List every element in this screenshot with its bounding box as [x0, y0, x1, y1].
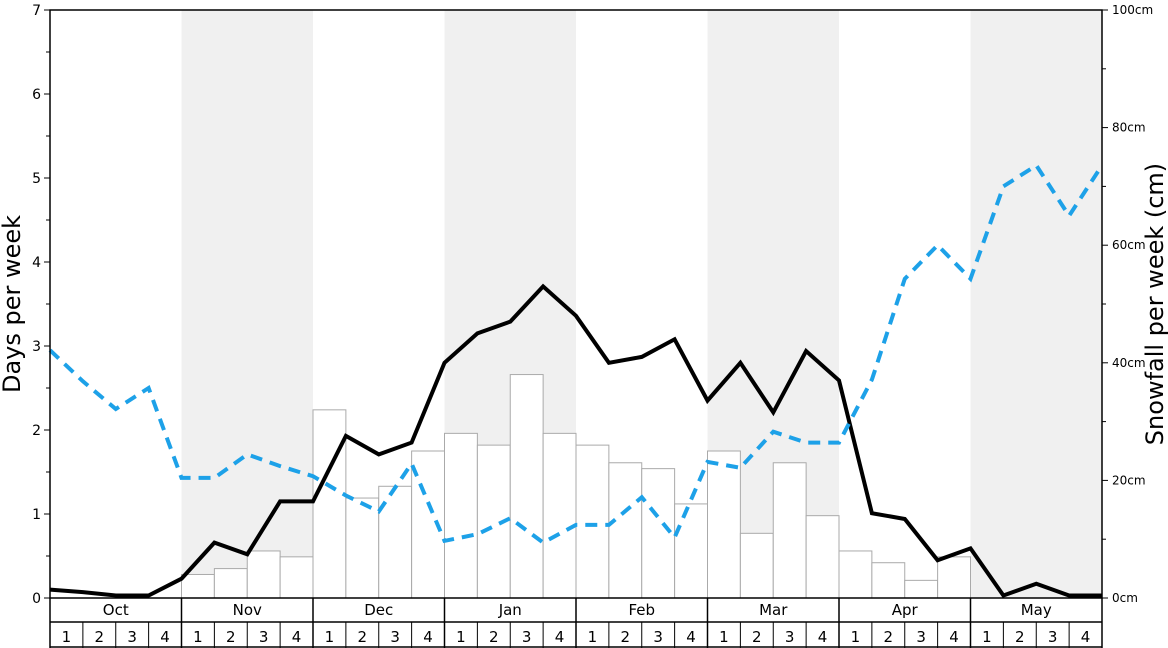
week-label: 1: [193, 628, 203, 646]
week-label: 1: [719, 628, 729, 646]
week-label: 3: [259, 628, 269, 646]
left-tick-label: 2: [32, 423, 41, 439]
snowfall-bar: [805, 515, 840, 599]
axes: 0 1 2 3 4 5 6 7 0cm 20cm 40cm 60cm 80cm 100cm Oct 1 2 3 4 N…: [32, 3, 1153, 648]
snowfall-bar: [542, 432, 577, 599]
snowfall-bar: [772, 462, 807, 599]
month-label: Mar: [759, 601, 788, 619]
month-label: Jan: [498, 601, 522, 619]
month-label: Oct: [103, 601, 129, 619]
week-label: 1: [982, 628, 992, 646]
left-tick-label: 7: [32, 3, 41, 19]
week-label: 1: [851, 628, 861, 646]
week-label: 3: [916, 628, 926, 646]
week-label: 4: [423, 628, 433, 646]
week-label: 4: [686, 628, 696, 646]
month-shading: [181, 10, 1102, 598]
snowfall-bar: [213, 568, 248, 599]
series-lines: [48, 162, 1104, 598]
solid-black-series-line: [49, 283, 1102, 598]
left-tick-label: 4: [32, 255, 41, 271]
week-label: 3: [522, 628, 532, 646]
week-label: 1: [62, 628, 72, 646]
week-label: 3: [390, 628, 400, 646]
left-tick-label: 3: [32, 339, 41, 355]
right-tick-label: 80cm: [1112, 121, 1146, 135]
week-label: 2: [621, 628, 631, 646]
right-tick-label: 40cm: [1112, 356, 1146, 370]
snowfall-bar: [246, 550, 281, 599]
week-label: 4: [160, 628, 170, 646]
snowfall-bar: [674, 503, 708, 599]
snowfall-bar: [279, 556, 314, 599]
week-label: 2: [95, 628, 105, 646]
left-tick-label: 5: [32, 171, 41, 187]
month-label: Nov: [233, 601, 262, 619]
snowfall-bar: [608, 462, 643, 599]
y-axis-label-right: Snowfall per week (cm): [1141, 163, 1168, 445]
snowfall-bar: [444, 432, 478, 599]
y-axis-label-left: Days per week: [0, 215, 26, 393]
week-label: 3: [1048, 628, 1058, 646]
month-label: Feb: [628, 601, 655, 619]
week-label: 2: [226, 628, 236, 646]
left-tick-label: 1: [32, 507, 41, 523]
week-label: 3: [785, 628, 795, 646]
week-label: 4: [949, 628, 959, 646]
month-label: Apr: [892, 601, 919, 619]
snowfall-bar: [904, 579, 939, 599]
week-label: 4: [292, 628, 302, 646]
week-label: 3: [127, 628, 137, 646]
snowfall-bar: [838, 550, 873, 599]
snowfall-bar: [312, 409, 347, 599]
snowfall-bar: [937, 556, 971, 599]
dashed-blue-series-line: [48, 162, 1104, 545]
snowfall-bar: [509, 374, 544, 599]
left-tick-label: 6: [32, 87, 41, 103]
week-label: 2: [489, 628, 499, 646]
snowfall-bar: [739, 532, 774, 599]
snowfall-bar: [181, 573, 215, 599]
right-tick-label: 60cm: [1112, 238, 1146, 252]
week-label: 4: [555, 628, 565, 646]
week-label: 1: [456, 628, 466, 646]
week-label: 1: [588, 628, 598, 646]
month-shade-nov: [181, 10, 313, 598]
week-label: 2: [752, 628, 762, 646]
snowfall-bar: [575, 444, 610, 599]
right-tick-label: 20cm: [1112, 473, 1146, 487]
week-label: 1: [325, 628, 335, 646]
right-tick-label: 100cm: [1112, 3, 1153, 17]
week-label: 4: [818, 628, 828, 646]
month-shade-may: [970, 10, 1102, 598]
month-label: May: [1021, 601, 1052, 619]
week-label: 2: [358, 628, 368, 646]
snowfall-bar: [871, 562, 906, 599]
month-label: Dec: [364, 601, 393, 619]
right-tick-label: 0cm: [1112, 591, 1138, 605]
week-label: 4: [1081, 628, 1091, 646]
snowfall-bar: [641, 468, 676, 599]
week-label: 3: [653, 628, 663, 646]
week-label: 2: [1015, 628, 1025, 646]
left-tick-label: 0: [32, 591, 41, 607]
snowfall-bar: [707, 450, 741, 599]
snowfall-bars: [181, 374, 971, 599]
snowfall-bar: [345, 497, 380, 599]
week-label: 2: [884, 628, 894, 646]
